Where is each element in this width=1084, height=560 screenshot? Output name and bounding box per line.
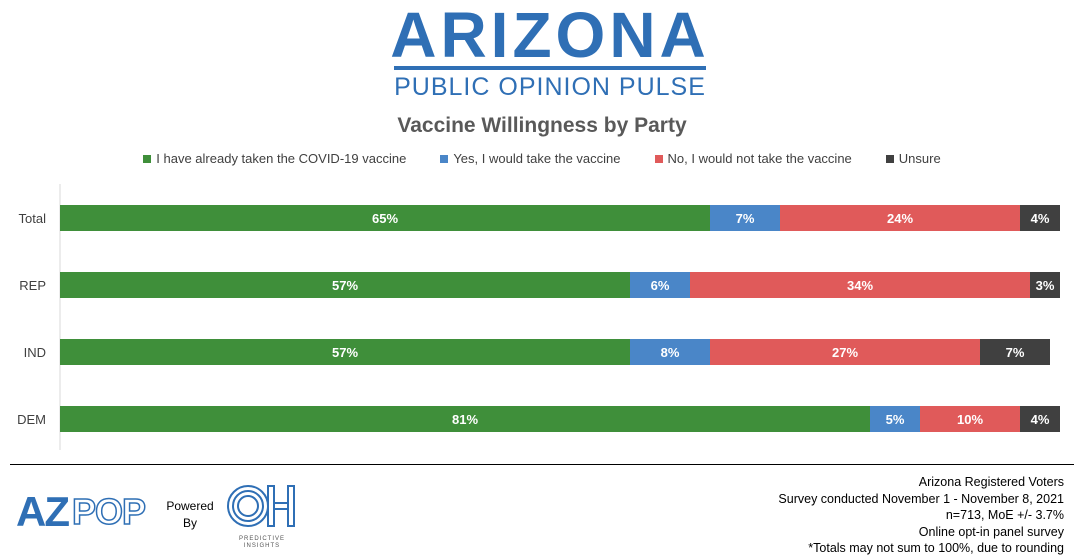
bar-segment bbox=[780, 205, 1020, 231]
legend-swatch-unsure bbox=[885, 154, 894, 163]
note-dates: Survey conducted November 1 - November 8… bbox=[778, 491, 1064, 506]
bar-value-label: 81% bbox=[452, 412, 478, 427]
svg-text:POP: POP bbox=[72, 491, 145, 532]
category-label: Total bbox=[19, 211, 47, 226]
brand-rule bbox=[394, 66, 706, 70]
legend-swatch-yes bbox=[440, 154, 449, 163]
bar-value-label: 57% bbox=[332, 345, 358, 360]
bar-value-label: 3% bbox=[1036, 278, 1055, 293]
chart-title: Vaccine Willingness by Party bbox=[397, 114, 687, 137]
legend-item-unsure: Unsure bbox=[885, 151, 941, 166]
note-sample: n=713, MoE +/- 3.7% bbox=[945, 508, 1064, 522]
note-rounding: *Totals may not sum to 100%, due to roun… bbox=[808, 541, 1064, 555]
bar-segment bbox=[980, 339, 1050, 365]
footer-divider bbox=[10, 464, 1074, 465]
brand-title: ARIZONA bbox=[390, 0, 710, 71]
bar-segment bbox=[60, 406, 870, 432]
legend-item-taken: I have already taken the COVID-19 vaccin… bbox=[143, 151, 406, 166]
powered-by-text: Powered By bbox=[166, 499, 214, 530]
legend-label-taken: I have already taken the COVID-19 vaccin… bbox=[156, 151, 407, 166]
bar-segment bbox=[60, 339, 630, 365]
legend-label-no: No, I would not take the vaccine bbox=[667, 151, 852, 166]
bar-value-label: 27% bbox=[832, 345, 858, 360]
legend-label-yes: Yes, I would take the vaccine bbox=[453, 151, 621, 166]
brand-logo: ARIZONA PUBLIC OPINION PULSE bbox=[380, 0, 720, 102]
bar-segment bbox=[710, 205, 780, 231]
category-label: REP bbox=[19, 278, 46, 293]
bar-segment bbox=[60, 205, 710, 231]
bar-value-label: 4% bbox=[1031, 211, 1050, 226]
oh-predictive-insights-logo: PREDICTIVE INSIGHTS bbox=[227, 485, 295, 548]
bar-value-label: 4% bbox=[1031, 412, 1050, 427]
note-population: Arizona Registered Voters bbox=[918, 475, 1064, 489]
bar-segment bbox=[1030, 272, 1060, 298]
bar-segment bbox=[60, 272, 630, 298]
note-method: Online opt-in panel survey bbox=[918, 524, 1064, 539]
bar-value-label: 57% bbox=[332, 278, 358, 293]
azpop-logo: AZ POP bbox=[16, 488, 147, 532]
bar-segment bbox=[1020, 205, 1060, 231]
bar-value-label: 8% bbox=[661, 345, 680, 360]
category-label: IND bbox=[24, 345, 46, 360]
svg-text:INSIGHTS: INSIGHTS bbox=[244, 543, 280, 548]
legend-swatch-taken bbox=[143, 154, 152, 163]
bar-segment bbox=[920, 406, 1020, 432]
svg-text:PREDICTIVE: PREDICTIVE bbox=[239, 536, 285, 542]
bar-value-label: 10% bbox=[957, 412, 983, 427]
bar-segment bbox=[690, 272, 1030, 298]
bar-value-label: 7% bbox=[1006, 345, 1025, 360]
bar-segment bbox=[1020, 406, 1060, 432]
legend-label-unsure: Unsure bbox=[898, 151, 941, 166]
category-label: DEM bbox=[17, 412, 46, 427]
bar-value-label: 65% bbox=[372, 211, 398, 226]
bar-value-label: 34% bbox=[847, 278, 873, 293]
bar-segment bbox=[710, 339, 980, 365]
brand-subtitle: PUBLIC OPINION PULSE bbox=[394, 73, 706, 101]
legend-item-no: No, I would not take the vaccine bbox=[654, 151, 852, 166]
bar-value-label: 6% bbox=[651, 278, 670, 293]
bar-value-label: 7% bbox=[736, 211, 755, 226]
bar-segment bbox=[870, 406, 920, 432]
svg-text:AZ: AZ bbox=[16, 488, 69, 532]
bar-segment bbox=[630, 339, 710, 365]
legend-swatch-no bbox=[654, 154, 663, 163]
survey-notes: Arizona Registered Voters Survey conduct… bbox=[778, 474, 1064, 557]
bar-value-label: 5% bbox=[886, 412, 905, 427]
stacked-bar-chart: Total 65% 7% 24% 4% REP 57% 6% 34% 3% IND 57% 8% 27% 7… bbox=[17, 184, 1060, 450]
bar-value-label: 24% bbox=[887, 211, 913, 226]
bar-segment bbox=[630, 272, 690, 298]
legend-item-yes: Yes, I would take the vaccine bbox=[440, 151, 621, 166]
chart-legend: I have already taken the COVID-19 vaccin… bbox=[0, 151, 1084, 166]
